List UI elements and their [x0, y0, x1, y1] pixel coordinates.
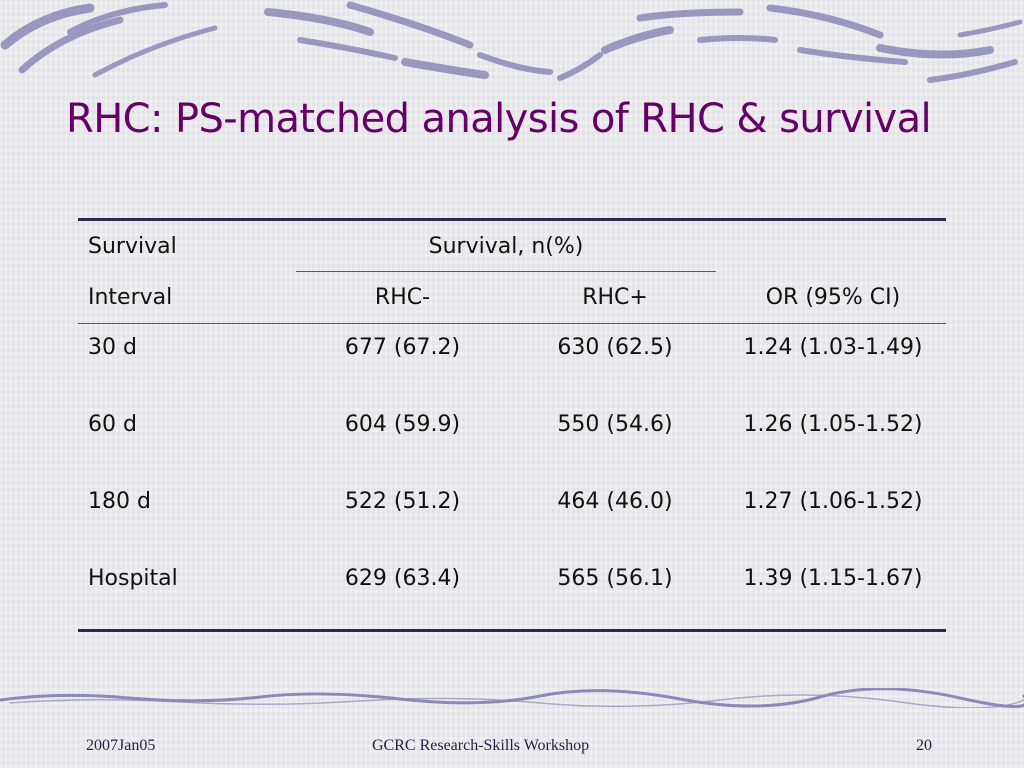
header-rhc-negative: RHC-: [374, 285, 431, 310]
header-survival: Survival: [88, 234, 177, 259]
row-interval: 180 d: [88, 489, 151, 514]
table-bottom-rule: [78, 629, 946, 632]
row-odds-ratio: 1.24 (1.03-1.49): [743, 335, 923, 360]
brush-stroke-border-icon: [0, 1, 1023, 83]
row-interval: 60 d: [88, 412, 137, 437]
row-rhc-positive: 630 (62.5): [557, 335, 673, 360]
row-interval: Hospital: [88, 566, 178, 591]
wavy-line-border-icon: [0, 688, 1024, 708]
table-top-rule: [78, 218, 946, 221]
row-odds-ratio: 1.27 (1.06-1.52): [743, 489, 923, 514]
header-rhc-positive: RHC+: [582, 285, 648, 310]
row-rhc-negative: 677 (67.2): [344, 335, 461, 360]
row-interval: 30 d: [88, 335, 137, 360]
row-rhc-positive: 565 (56.1): [557, 566, 673, 591]
row-rhc-negative: 629 (63.4): [344, 566, 461, 591]
group-underline: [296, 271, 716, 272]
footer-workshop: GCRC Research-Skills Workshop: [372, 737, 590, 754]
footer-date: 2007Jan05: [86, 737, 156, 754]
header-survival-group: Survival, n(%): [428, 234, 584, 259]
row-rhc-positive: 464 (46.0): [557, 489, 673, 514]
row-odds-ratio: 1.39 (1.15-1.67): [743, 566, 923, 591]
row-rhc-negative: 522 (51.2): [344, 489, 461, 514]
row-rhc-negative: 604 (59.9): [344, 412, 461, 437]
row-rhc-positive: 550 (54.6): [557, 412, 673, 437]
row-odds-ratio: 1.26 (1.05-1.52): [743, 412, 923, 437]
header-interval: Interval: [88, 285, 173, 310]
footer-page-number: 20: [916, 737, 932, 754]
slide-title: RHC: PS-matched analysis of RHC & surviv…: [66, 96, 932, 142]
header-bottom-rule: [78, 323, 946, 324]
header-odds-ratio: OR (95% CI): [765, 285, 901, 310]
